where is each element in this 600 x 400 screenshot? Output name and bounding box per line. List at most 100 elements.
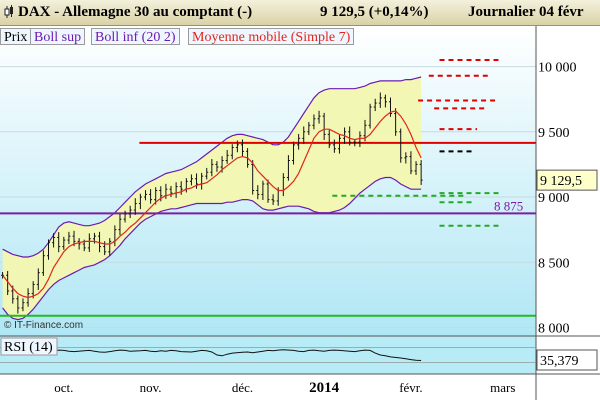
price-bar [394, 108, 398, 136]
price-bar [409, 151, 413, 175]
price-bar [256, 185, 260, 200]
indicator-legend: Prix Boll sup Boll inf (20 2) Moyenne mo… [0, 27, 600, 47]
legend-item-boll-sup[interactable]: Boll sup [30, 28, 86, 45]
price-bar [419, 160, 423, 185]
level-lines [0, 59, 536, 317]
price-bar [169, 185, 173, 198]
legend-item-boll-inf[interactable]: Boll inf (20 2) [91, 28, 180, 45]
rsi-label: RSI (14) [4, 340, 53, 355]
last-price-label: 9 129,5 [540, 174, 582, 189]
rsi-path [2, 349, 422, 361]
price-bar [292, 141, 296, 165]
rsi-label-box [0, 337, 58, 356]
price-bar [123, 210, 127, 223]
price-bar [133, 198, 137, 215]
price-bar [327, 130, 331, 149]
price-bar [179, 181, 183, 195]
price-bar [271, 194, 275, 205]
price-bar [46, 239, 50, 260]
price-bar [128, 205, 132, 219]
price-bar [332, 139, 336, 153]
price-bar [230, 144, 234, 160]
x-tick-label: mars [490, 380, 515, 395]
legend-item-prix[interactable]: Prix [0, 28, 32, 45]
price-bar [358, 131, 362, 148]
price-bar [348, 126, 352, 146]
price-bar [210, 159, 214, 177]
price-bar [307, 122, 311, 136]
chart-header: DAX - Allemagne 30 au comptant (-) 9 129… [0, 0, 600, 26]
price-bar [399, 128, 403, 163]
x-axis-labels: oct. nov. déc. 2014 févr. mars [54, 380, 515, 396]
price-bar [337, 135, 341, 154]
price-bar [77, 238, 81, 250]
price-bar [383, 94, 387, 108]
price-bar [67, 231, 71, 245]
price-bar [31, 281, 35, 299]
x-tick-label: 2014 [309, 380, 340, 396]
ma7-line [2, 110, 422, 299]
x-tick-label: nov. [140, 380, 162, 395]
price-bar [225, 149, 229, 164]
price-bar [297, 134, 301, 150]
price-bar [138, 193, 142, 210]
y-tick-label: 9 000 [538, 191, 570, 206]
price-bar [302, 126, 306, 144]
boll-inf-line [2, 176, 422, 321]
price-bar [6, 270, 10, 295]
price-bar [16, 295, 20, 314]
price-bar [189, 174, 193, 186]
price-bar [205, 167, 209, 180]
price-bar [36, 268, 40, 291]
y-tick-label: 8 500 [538, 256, 570, 271]
x-tick-label: oct. [54, 380, 73, 395]
level-label: 8 875 [494, 198, 523, 213]
y-tick-label: 10 000 [538, 61, 577, 76]
price-bar [389, 97, 393, 117]
x-tick-label: févr. [399, 380, 422, 395]
price-bar [98, 231, 102, 253]
price-bar [266, 179, 270, 203]
price-bar [322, 112, 326, 141]
y-tick-label: 8 000 [538, 321, 570, 336]
price-bar [215, 161, 219, 172]
rsi-line: RSI (14) 35,379 [0, 337, 598, 371]
y-axis-labels: 8 000 8 500 9 000 9 500 10 000 9 129,5 8 875 [494, 61, 598, 336]
rsi-value: 35,379 [540, 354, 579, 369]
price-bar [195, 173, 199, 189]
price-candles [1, 92, 423, 314]
price-bar [261, 180, 265, 201]
period-label: Journalier 04 févr [468, 4, 584, 20]
price-bar [108, 238, 112, 256]
x-tick-label: déc. [232, 380, 253, 395]
price-bar [251, 160, 255, 195]
legend-item-moving-average[interactable]: Moyenne mobile (Simple 7) [188, 28, 355, 45]
price-bar [404, 152, 408, 164]
candlestick-icon [4, 5, 13, 18]
price-bar [235, 140, 239, 153]
price-bar [57, 232, 61, 253]
y-tick-label: 9 500 [538, 126, 570, 141]
price-bar [286, 155, 290, 181]
moving-average-line [2, 110, 422, 299]
last-price-box [536, 169, 598, 191]
last-price: 9 129,5 (+0,14%) [320, 4, 429, 20]
price-bar [118, 213, 122, 236]
price-bar [149, 189, 153, 204]
price-bar [373, 98, 377, 112]
price-bar [378, 92, 382, 108]
copyright-note: © IT-Finance.com [4, 320, 84, 331]
price-bar [240, 139, 244, 157]
price-bar [87, 233, 91, 252]
bollinger-fill [2, 77, 422, 320]
boll-sup-line [2, 76, 422, 258]
price-bar [312, 114, 316, 130]
price-bar [317, 110, 321, 124]
rsi-value-box [536, 349, 598, 371]
price-bar [368, 103, 372, 129]
price-bar [414, 161, 418, 175]
price-bar [62, 236, 66, 250]
price-bar [143, 190, 147, 201]
rsi-background [0, 336, 536, 374]
